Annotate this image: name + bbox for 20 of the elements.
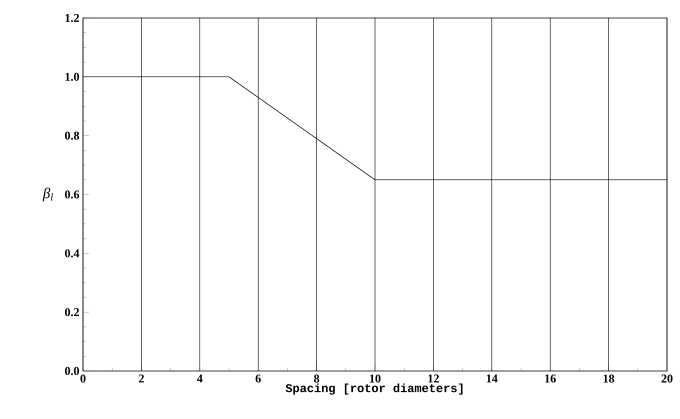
x-tick-label: 18 <box>604 374 614 383</box>
y-tick-label: 0.4 <box>64 249 80 258</box>
x-tick-label: 0 <box>80 374 86 383</box>
x-tick-label: 8 <box>314 374 320 383</box>
x-tick-label: 6 <box>256 374 261 383</box>
y-axis-title: β$_{l}$ <box>42 188 53 202</box>
y-tick-label: 1.0 <box>65 72 80 81</box>
x-tick-label: 20 <box>662 374 673 383</box>
x-tick-label: 16 <box>545 374 556 383</box>
x-tick-label: 12 <box>428 374 439 382</box>
y-tick-label: 1.2 <box>65 14 79 22</box>
x-tick-label: 4 <box>196 374 203 382</box>
x-tick-label: 10 <box>370 374 381 383</box>
y-tick-label: 0.8 <box>64 132 80 140</box>
y-tick-label: 0.6 <box>64 190 80 199</box>
y-tick-label: 0.0 <box>64 366 80 376</box>
x-tick-label: 2 <box>138 374 144 382</box>
x-tick-label: 14 <box>486 374 498 382</box>
x-axis-title: Spacing [rotor diameters] <box>286 383 462 395</box>
y-tick-label: 0.2 <box>64 308 79 316</box>
